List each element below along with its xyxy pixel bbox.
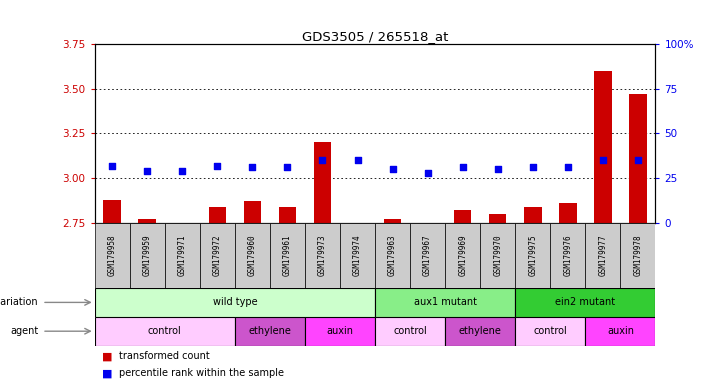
Text: ■: ■ [102, 368, 112, 378]
Text: auxin: auxin [607, 326, 634, 336]
Text: GSM179958: GSM179958 [108, 235, 116, 276]
Point [317, 157, 328, 163]
Text: ethylene: ethylene [458, 326, 502, 336]
Text: auxin: auxin [327, 326, 353, 336]
Bar [489, 214, 506, 223]
Point [492, 166, 503, 172]
Bar [305, 223, 340, 288]
Text: GSM179975: GSM179975 [529, 235, 537, 276]
Bar [410, 223, 445, 288]
Bar [95, 288, 375, 317]
Bar [445, 223, 480, 288]
Text: control: control [393, 326, 427, 336]
Text: GSM179967: GSM179967 [423, 235, 432, 276]
Bar [104, 200, 121, 223]
Title: GDS3505 / 265518_at: GDS3505 / 265518_at [302, 30, 448, 43]
Text: GSM179963: GSM179963 [388, 235, 397, 276]
Point [457, 164, 468, 170]
Bar [270, 223, 305, 288]
Bar [515, 288, 655, 317]
Text: control: control [148, 326, 182, 336]
Bar [244, 201, 261, 223]
Bar [384, 219, 402, 223]
Point [142, 168, 153, 174]
Text: GSM179974: GSM179974 [353, 235, 362, 276]
Text: GSM179976: GSM179976 [564, 235, 572, 276]
Text: ein2 mutant: ein2 mutant [555, 297, 615, 308]
Point [247, 164, 258, 170]
Text: GSM179969: GSM179969 [458, 235, 467, 276]
Text: genotype/variation: genotype/variation [0, 297, 39, 308]
Bar [585, 223, 620, 288]
Bar [550, 223, 585, 288]
Point [597, 157, 608, 163]
Bar [445, 317, 515, 346]
Bar [585, 317, 655, 346]
Point [422, 170, 433, 176]
Text: control: control [533, 326, 567, 336]
Text: GSM179961: GSM179961 [283, 235, 292, 276]
Bar [629, 94, 647, 223]
Bar [209, 207, 226, 223]
Text: GSM179978: GSM179978 [634, 235, 642, 276]
Bar [375, 288, 515, 317]
Bar [620, 223, 655, 288]
Point [387, 166, 398, 172]
Point [352, 157, 363, 163]
Bar [515, 223, 550, 288]
Text: transformed count: transformed count [119, 351, 210, 361]
Bar [375, 317, 445, 346]
Bar [340, 223, 375, 288]
Bar [165, 223, 200, 288]
Bar [235, 223, 270, 288]
Point [562, 164, 573, 170]
Bar [594, 71, 612, 223]
Point [177, 168, 188, 174]
Bar [200, 223, 235, 288]
Bar [139, 219, 156, 223]
Bar [515, 317, 585, 346]
Bar [559, 203, 576, 223]
Bar [454, 210, 472, 223]
Bar [95, 223, 130, 288]
Bar [130, 223, 165, 288]
Text: percentile rank within the sample: percentile rank within the sample [119, 368, 284, 378]
Text: GSM179972: GSM179972 [213, 235, 222, 276]
Bar [235, 317, 305, 346]
Text: GSM179971: GSM179971 [178, 235, 186, 276]
Bar [305, 317, 375, 346]
Text: aux1 mutant: aux1 mutant [414, 297, 477, 308]
Point [527, 164, 538, 170]
Bar [279, 207, 297, 223]
Text: GSM179970: GSM179970 [494, 235, 502, 276]
Text: GSM179973: GSM179973 [318, 235, 327, 276]
Text: GSM179959: GSM179959 [143, 235, 151, 276]
Text: GSM179960: GSM179960 [248, 235, 257, 276]
Bar [480, 223, 515, 288]
Point [212, 162, 223, 169]
Bar [524, 207, 542, 223]
Bar [314, 142, 332, 223]
Bar [375, 223, 410, 288]
Text: ethylene: ethylene [248, 326, 292, 336]
Text: wild type: wild type [212, 297, 257, 308]
Point [632, 157, 644, 163]
Point [282, 164, 293, 170]
Text: agent: agent [11, 326, 39, 336]
Point [107, 162, 118, 169]
Text: GSM179977: GSM179977 [599, 235, 607, 276]
Bar [95, 317, 235, 346]
Text: ■: ■ [102, 351, 112, 361]
